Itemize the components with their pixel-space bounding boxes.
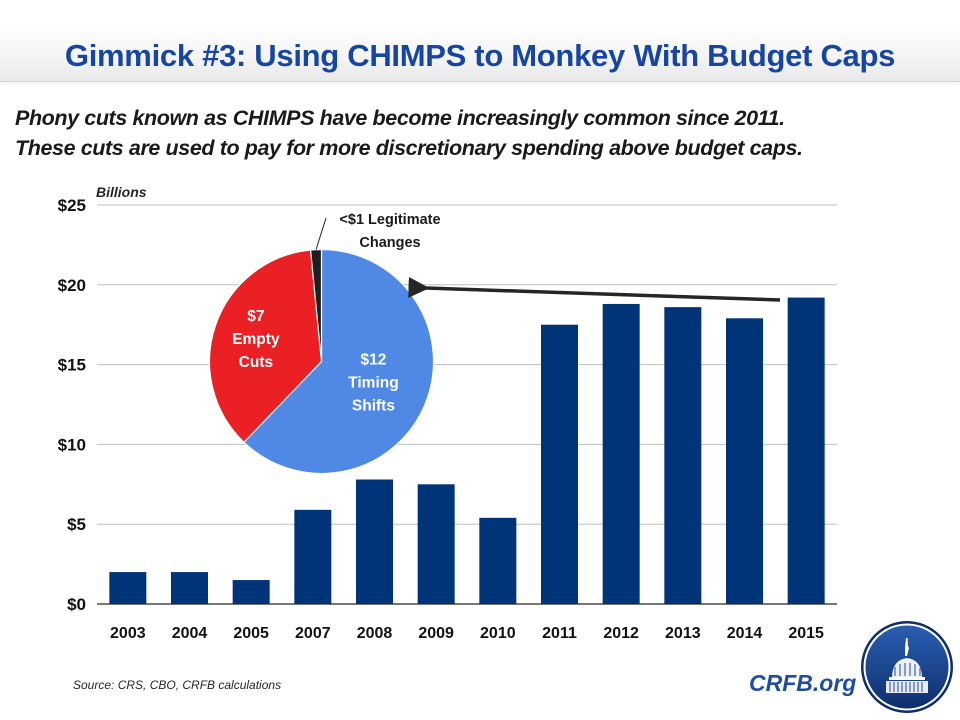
x-tick-label: 2010 xyxy=(480,625,516,642)
capitol-dome-logo-icon[interactable] xyxy=(860,620,954,714)
pie-annotation-label: Changes xyxy=(359,235,420,251)
brand-link[interactable]: CRFB.org xyxy=(749,670,857,696)
x-tick-label: 2005 xyxy=(233,625,269,642)
y-tick-label: $20 xyxy=(58,276,86,295)
bar-2011 xyxy=(541,324,578,604)
bar-2008 xyxy=(356,479,393,604)
bar-2015 xyxy=(787,297,825,604)
x-axis-ticks: 2003 2004 2005 2007 2008 2009 2010 2011 2012 2013… xyxy=(110,625,824,642)
bar-2013 xyxy=(664,307,702,604)
pie-slice-label: $12 xyxy=(361,351,387,368)
bar-2007 xyxy=(294,509,332,604)
subtitle: Phony cuts known as CHIMPS have become i… xyxy=(15,103,945,163)
x-tick-label: 2015 xyxy=(788,625,824,642)
y-tick-label: $5 xyxy=(67,515,86,534)
subtitle-line-1: Phony cuts known as CHIMPS have become i… xyxy=(15,106,785,130)
y-axis-ticks: $0 $5 $10 $15 $20 $25 xyxy=(58,196,86,614)
pie-slice-timing-shifts xyxy=(243,248,435,475)
bar-2014 xyxy=(726,318,763,604)
subtitle-line-2: These cuts are used to pay for more disc… xyxy=(15,136,803,160)
pie-slice-label: Cuts xyxy=(239,354,273,371)
bar-2012 xyxy=(602,303,640,604)
x-tick-label: 2007 xyxy=(295,625,331,642)
bar-2003 xyxy=(109,572,147,604)
pie-annotation-label: <$1 Legitimate xyxy=(339,212,440,228)
y-tick-label: $25 xyxy=(58,196,86,215)
source-note: Source: CRS, CBO, CRFB calculations xyxy=(73,678,282,692)
title-band xyxy=(0,0,960,82)
x-tick-label: 2008 xyxy=(357,625,393,642)
pie-labels: $12 Timing Shifts $7 Empty Cuts xyxy=(232,308,399,415)
pie-chart xyxy=(208,248,435,475)
x-tick-label: 2004 xyxy=(172,625,208,642)
bar-2010 xyxy=(479,517,517,604)
callout-arrow xyxy=(408,276,781,302)
pie-slice-label: Empty xyxy=(232,331,280,348)
x-tick-label: 2012 xyxy=(603,625,639,642)
pie-annotation: <$1 Legitimate Changes xyxy=(315,212,441,251)
x-tick-label: 2003 xyxy=(110,625,146,642)
bar-2004 xyxy=(171,572,208,604)
bar-2005 xyxy=(232,580,270,604)
x-tick-label: 2013 xyxy=(665,625,701,642)
annotation-leader-line xyxy=(315,217,327,250)
bars xyxy=(109,297,825,604)
y-tick-label: $0 xyxy=(67,595,86,614)
pie-slice-label: $7 xyxy=(247,308,264,325)
x-tick-label: 2014 xyxy=(727,625,763,642)
x-tick-label: 2011 xyxy=(542,625,577,642)
y-units-label: Billions xyxy=(96,184,147,200)
pie-slice-label: Timing xyxy=(348,374,399,391)
pie-slice-empty-cuts xyxy=(208,249,323,444)
bar-2009 xyxy=(417,484,455,604)
page-title: Gimmick #3: Using CHIMPS to Monkey With … xyxy=(64,38,896,73)
y-tick-label: $10 xyxy=(58,435,86,454)
pie-slice-label: Shifts xyxy=(352,397,395,414)
y-tick-label: $15 xyxy=(58,356,86,375)
x-tick-label: 2009 xyxy=(418,625,454,642)
pie-slice-legitimate-changes xyxy=(309,248,323,362)
